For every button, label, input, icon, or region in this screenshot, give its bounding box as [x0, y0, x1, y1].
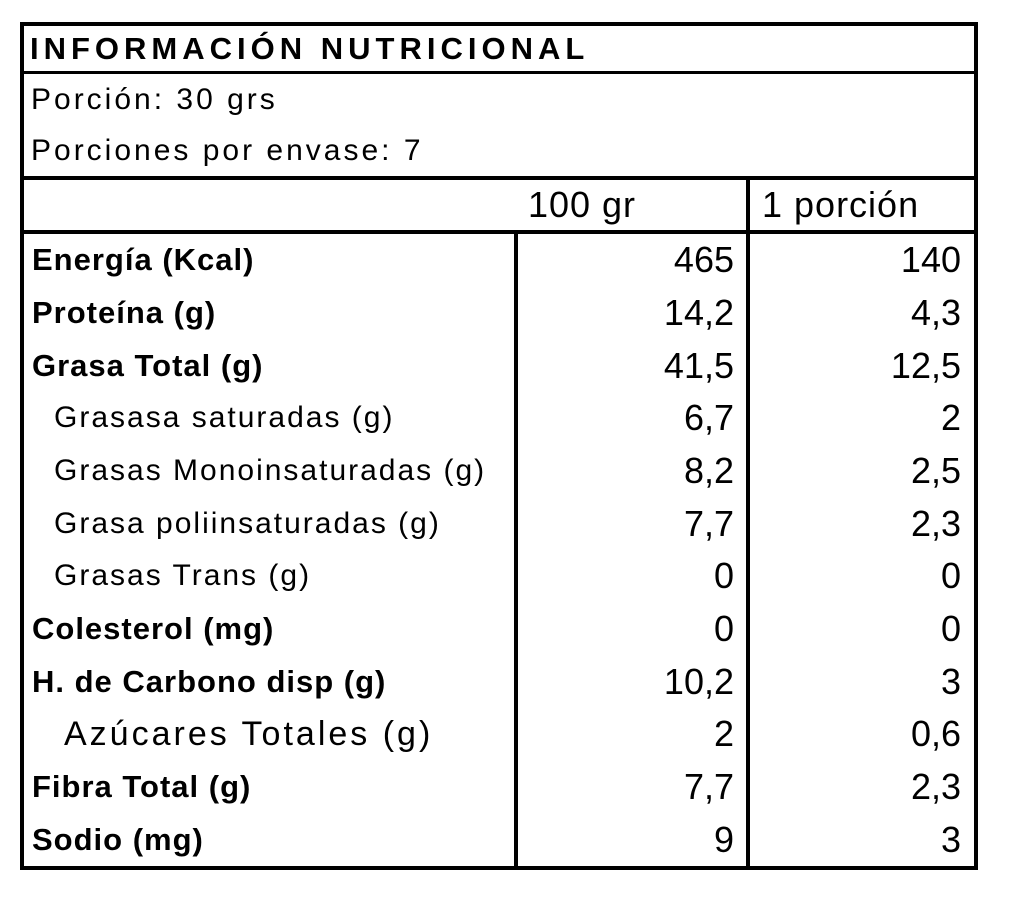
value-per-100g: 0 [514, 550, 746, 603]
value-per-100g: 7,7 [514, 497, 746, 551]
table-row-grasas-monoinsaturadas: Grasas Monoinsaturadas (g) 8,2 2,5 [24, 444, 974, 498]
value-per-100g: 14,2 [514, 286, 746, 340]
nutrition-label-title: INFORMACIÓN NUTRICIONAL [24, 26, 974, 74]
column-header-per-portion: 1 porción [746, 180, 974, 230]
value-per-100g: 0 [514, 602, 746, 656]
value-per-portion: 2 [746, 392, 974, 445]
row-label: Energía (Kcal) [32, 242, 255, 278]
table-row-colesterol: Colesterol (mg) 0 0 [24, 602, 974, 656]
row-label: Grasas Monoinsaturadas (g) [54, 454, 487, 488]
value-per-portion: 0,6 [746, 708, 974, 761]
row-label: Fibra Total (g) [32, 769, 252, 805]
value-per-portion: 2,3 [746, 497, 974, 551]
table-row-grasa-total: Grasa Total (g) 41,5 12,5 [24, 339, 974, 393]
value-per-portion: 3 [746, 655, 974, 709]
serving-info-cell: Porción: 30 grs Porciones por envase: 7 [24, 74, 974, 180]
table-row-energia: Energía (Kcal) 465 140 [24, 234, 974, 287]
column-header-row: 100 gr 1 porción [24, 180, 974, 234]
row-label: Grasas Trans (g) [54, 559, 312, 593]
table-row-sodio: Sodio (mg) 9 3 [24, 813, 974, 867]
value-per-portion: 4,3 [746, 286, 974, 340]
value-per-100g: 7,7 [514, 760, 746, 814]
value-per-portion: 2,3 [746, 760, 974, 814]
value-per-100g: 10,2 [514, 655, 746, 709]
row-label: Grasa Total (g) [32, 347, 264, 383]
servings-per-package-text: Porciones por envase: 7 [31, 133, 424, 167]
table-row-proteina: Proteína (g) 14,2 4,3 [24, 286, 974, 340]
value-per-100g: 9 [514, 813, 746, 867]
value-per-100g: 2 [514, 708, 746, 761]
table-row-carbohidratos: H. de Carbono disp (g) 10,2 3 [24, 655, 974, 709]
row-label: Colesterol (mg) [32, 611, 275, 647]
nutrition-facts-table: INFORMACIÓN NUTRICIONAL Porción: 30 grs … [20, 22, 978, 870]
row-label: Proteína (g) [32, 295, 217, 330]
value-per-portion: 12,5 [746, 339, 974, 393]
row-label: Grasasa saturadas (g) [54, 401, 395, 435]
row-label: Azúcares Totales (g) [64, 714, 434, 753]
table-row-grasas-trans: Grasas Trans (g) 0 0 [24, 550, 974, 603]
value-per-portion: 140 [746, 234, 974, 287]
table-row-grasas-saturadas: Grasasa saturadas (g) 6,7 2 [24, 392, 974, 445]
row-label: H. de Carbono disp (g) [32, 663, 387, 699]
table-row-azucares-totales: Azúcares Totales (g) 2 0,6 [24, 708, 974, 761]
value-per-portion: 0 [746, 602, 974, 656]
table-row-fibra-total: Fibra Total (g) 7,7 2,3 [24, 760, 974, 814]
value-per-portion: 0 [746, 550, 974, 603]
value-per-100g: 41,5 [514, 339, 746, 393]
value-per-portion: 2,5 [746, 444, 974, 498]
value-per-100g: 465 [514, 234, 746, 287]
value-per-portion: 3 [746, 813, 974, 867]
value-per-100g: 8,2 [514, 444, 746, 498]
nutrient-rows: Energía (Kcal) 465 140 Proteína (g) 14,2… [24, 234, 974, 867]
row-label: Sodio (mg) [32, 821, 204, 857]
serving-size-text: Porción: 30 grs [31, 82, 278, 116]
value-per-100g: 6,7 [514, 392, 746, 445]
table-row-grasa-poliinsaturadas: Grasa poliinsaturadas (g) 7,7 2,3 [24, 497, 974, 551]
column-header-per-100g: 100 gr [527, 184, 637, 225]
row-label: Grasa poliinsaturadas (g) [54, 506, 441, 540]
